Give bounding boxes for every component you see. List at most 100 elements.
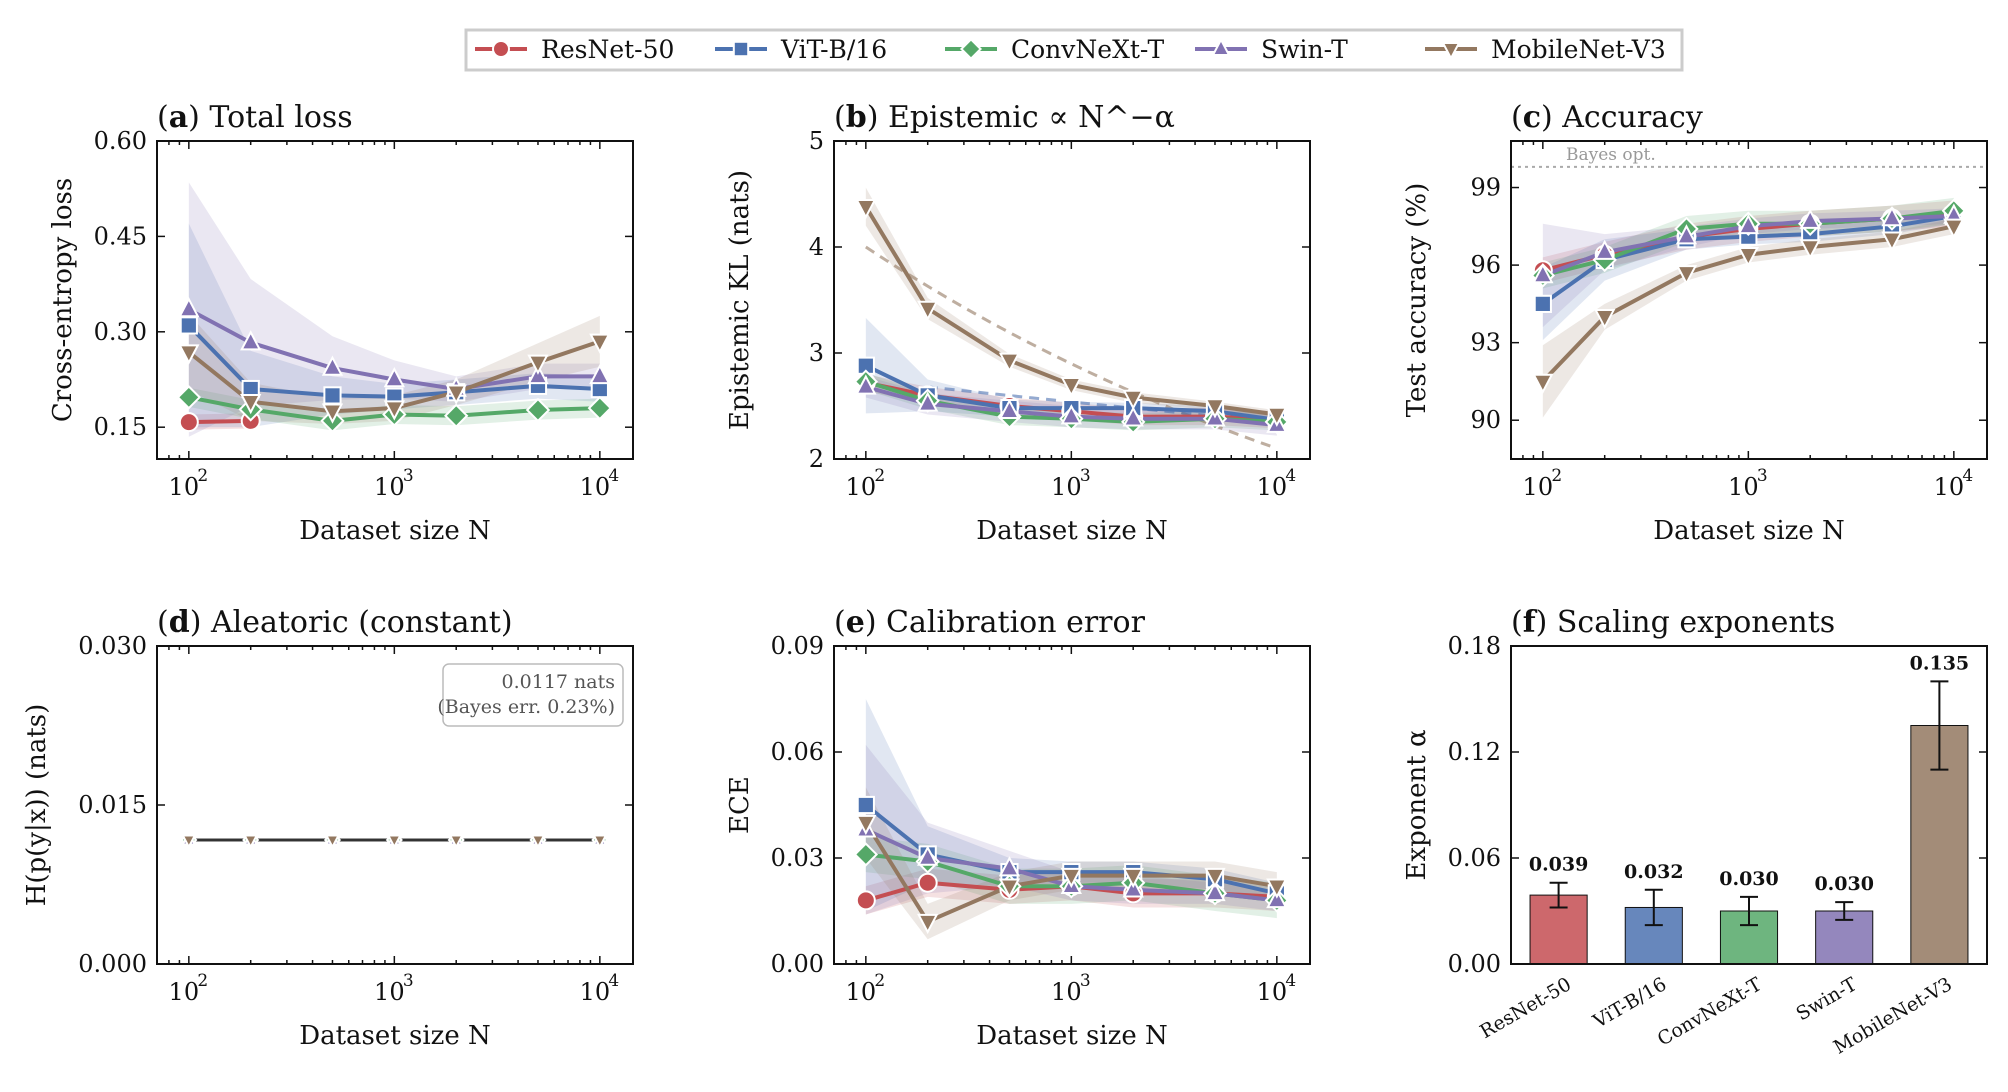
point-swin-t — [321, 355, 344, 376]
band-swin-t — [188, 182, 600, 437]
legend-label: ViT-B/16 — [780, 35, 887, 64]
point-mobilenet-v3 — [1943, 218, 1965, 239]
point-vit-b-16 — [323, 386, 342, 405]
ytick-label: 2 — [809, 445, 824, 473]
annotation-frame — [442, 663, 624, 727]
ytick-label: 0.000 — [78, 950, 147, 978]
point-mobilenet-v3 — [1060, 377, 1082, 398]
panel-title: (a) Total loss — [157, 100, 353, 135]
annotation-box: 0.0117 nats (Bayes err. 0.23%) — [437, 663, 624, 727]
annotation-line: (Bayes err. 0.23%) — [437, 696, 615, 718]
band-swin-t — [1542, 208, 1954, 328]
band-vit-b-16 — [865, 318, 1277, 426]
point-mobilenet-v3 — [530, 834, 546, 850]
ytick-label: 93 — [1470, 329, 1501, 357]
ytick-label: 0.06 — [1448, 844, 1501, 872]
xtick-exponent: 2 — [197, 466, 208, 486]
xtick-exponent: 4 — [1962, 466, 1973, 486]
plot-area — [176, 182, 613, 437]
legend-item-vit-b-16: ViT-B/16 — [715, 35, 887, 64]
xtick-base: 10 — [374, 473, 405, 501]
point-swin-t — [998, 856, 1021, 877]
xtick-label: 103 — [374, 971, 414, 1006]
plot-area — [853, 187, 1290, 450]
panel-title: (b) Epistemic ∝ N^−α — [834, 100, 1175, 135]
legend: ResNet-50 ViT-B/16 ConvNeXt-T Swin-T MobileN… — [464, 28, 1684, 72]
bar-category-label: ResNet-50 — [1476, 973, 1575, 1043]
x-axis-label: Dataset size N — [299, 1021, 491, 1051]
xtick-exponent: 4 — [1285, 971, 1296, 991]
point-swin-t — [917, 391, 939, 412]
ytick-label: 0.030 — [78, 632, 147, 660]
ytick-label: 0.00 — [771, 950, 824, 978]
point-swin-t — [917, 845, 939, 866]
panel-title: (d) Aleatoric (constant) — [157, 605, 513, 640]
xtick-label: 103 — [1728, 466, 1768, 501]
legend-marker — [1211, 37, 1231, 56]
point-swin-t — [855, 374, 877, 395]
point-swin-t — [1737, 213, 1759, 235]
point-swin-t — [1675, 224, 1698, 245]
point-mobilenet-v3 — [998, 352, 1021, 373]
xtick-base: 10 — [580, 978, 611, 1006]
point-mobilenet-v3 — [181, 834, 197, 850]
xtick-label: 102 — [169, 971, 209, 1006]
xtick-base: 10 — [1051, 473, 1082, 501]
ytick-label: 0.06 — [771, 738, 824, 766]
point-mobilenet-v3 — [1266, 878, 1288, 899]
ytick-label: 0.45 — [94, 222, 147, 250]
point-resnet-50 — [178, 412, 199, 433]
panel-f: (f) Scaling exponents 0.039 ResNet-50 0.032… — [1402, 605, 1988, 1059]
point-convnext-t — [525, 397, 551, 423]
xtick-exponent: 4 — [608, 466, 619, 486]
y-axis-label: Cross-entropy loss — [48, 178, 78, 422]
xtick-base: 10 — [846, 978, 877, 1006]
legend-marker — [732, 40, 750, 58]
ytick-label: 0.60 — [94, 127, 147, 155]
point-mobilenet-v3 — [240, 394, 262, 415]
point-mobilenet-v3 — [1266, 406, 1288, 427]
x-axis-label: Dataset size N — [1653, 516, 1845, 546]
point-swin-t — [1122, 406, 1144, 427]
xtick-exponent: 3 — [1757, 466, 1768, 486]
ytick-label: 0.18 — [1448, 632, 1501, 660]
bar-value-label: 0.032 — [1624, 861, 1684, 883]
point-mobilenet-v3 — [1204, 867, 1226, 889]
ytick-label: 0.015 — [78, 791, 147, 819]
point-convnext-t — [443, 403, 469, 428]
xtick-label: 104 — [580, 971, 620, 1006]
point-swin-t — [1204, 880, 1226, 902]
band-mobilenet-v3 — [188, 313, 600, 425]
point-mobilenet-v3 — [855, 198, 877, 220]
point-mobilenet-v3 — [386, 834, 402, 850]
legend-label: Swin-T — [1261, 35, 1348, 64]
xtick-base: 10 — [1934, 473, 1965, 501]
bar-value-label: 0.135 — [1910, 652, 1970, 674]
xtick-base: 10 — [1728, 473, 1759, 501]
point-swin-t — [383, 367, 405, 388]
xtick-label: 102 — [846, 971, 886, 1006]
point-mobilenet-v3 — [592, 834, 608, 850]
legend-marker — [1441, 42, 1461, 61]
ytick-label: 5 — [809, 127, 824, 155]
point-vit-b-16 — [856, 795, 875, 815]
ytick-label: 0.03 — [771, 844, 824, 872]
plot-area — [853, 699, 1290, 940]
point-swin-t — [998, 398, 1021, 420]
xtick-base: 10 — [1051, 978, 1082, 1006]
xtick-base: 10 — [1257, 978, 1288, 1006]
xtick-label: 104 — [1257, 466, 1297, 501]
xtick-base: 10 — [374, 978, 405, 1006]
point-resnet-50 — [855, 890, 876, 911]
xtick-label: 104 — [1934, 466, 1974, 501]
legend-label: ResNet-50 — [541, 35, 674, 64]
panel-title: (f) Scaling exponents — [1511, 605, 1835, 640]
xtick-base: 10 — [169, 473, 200, 501]
xtick-exponent: 2 — [1551, 466, 1562, 486]
panel-d: (d) Aleatoric (constant) 0.000 0.015 0.030 1… — [22, 605, 634, 1051]
legend-frame — [464, 28, 1684, 72]
point-swin-t — [1594, 239, 1616, 260]
plot-area — [180, 830, 609, 850]
band-vit-b-16 — [865, 699, 1277, 911]
